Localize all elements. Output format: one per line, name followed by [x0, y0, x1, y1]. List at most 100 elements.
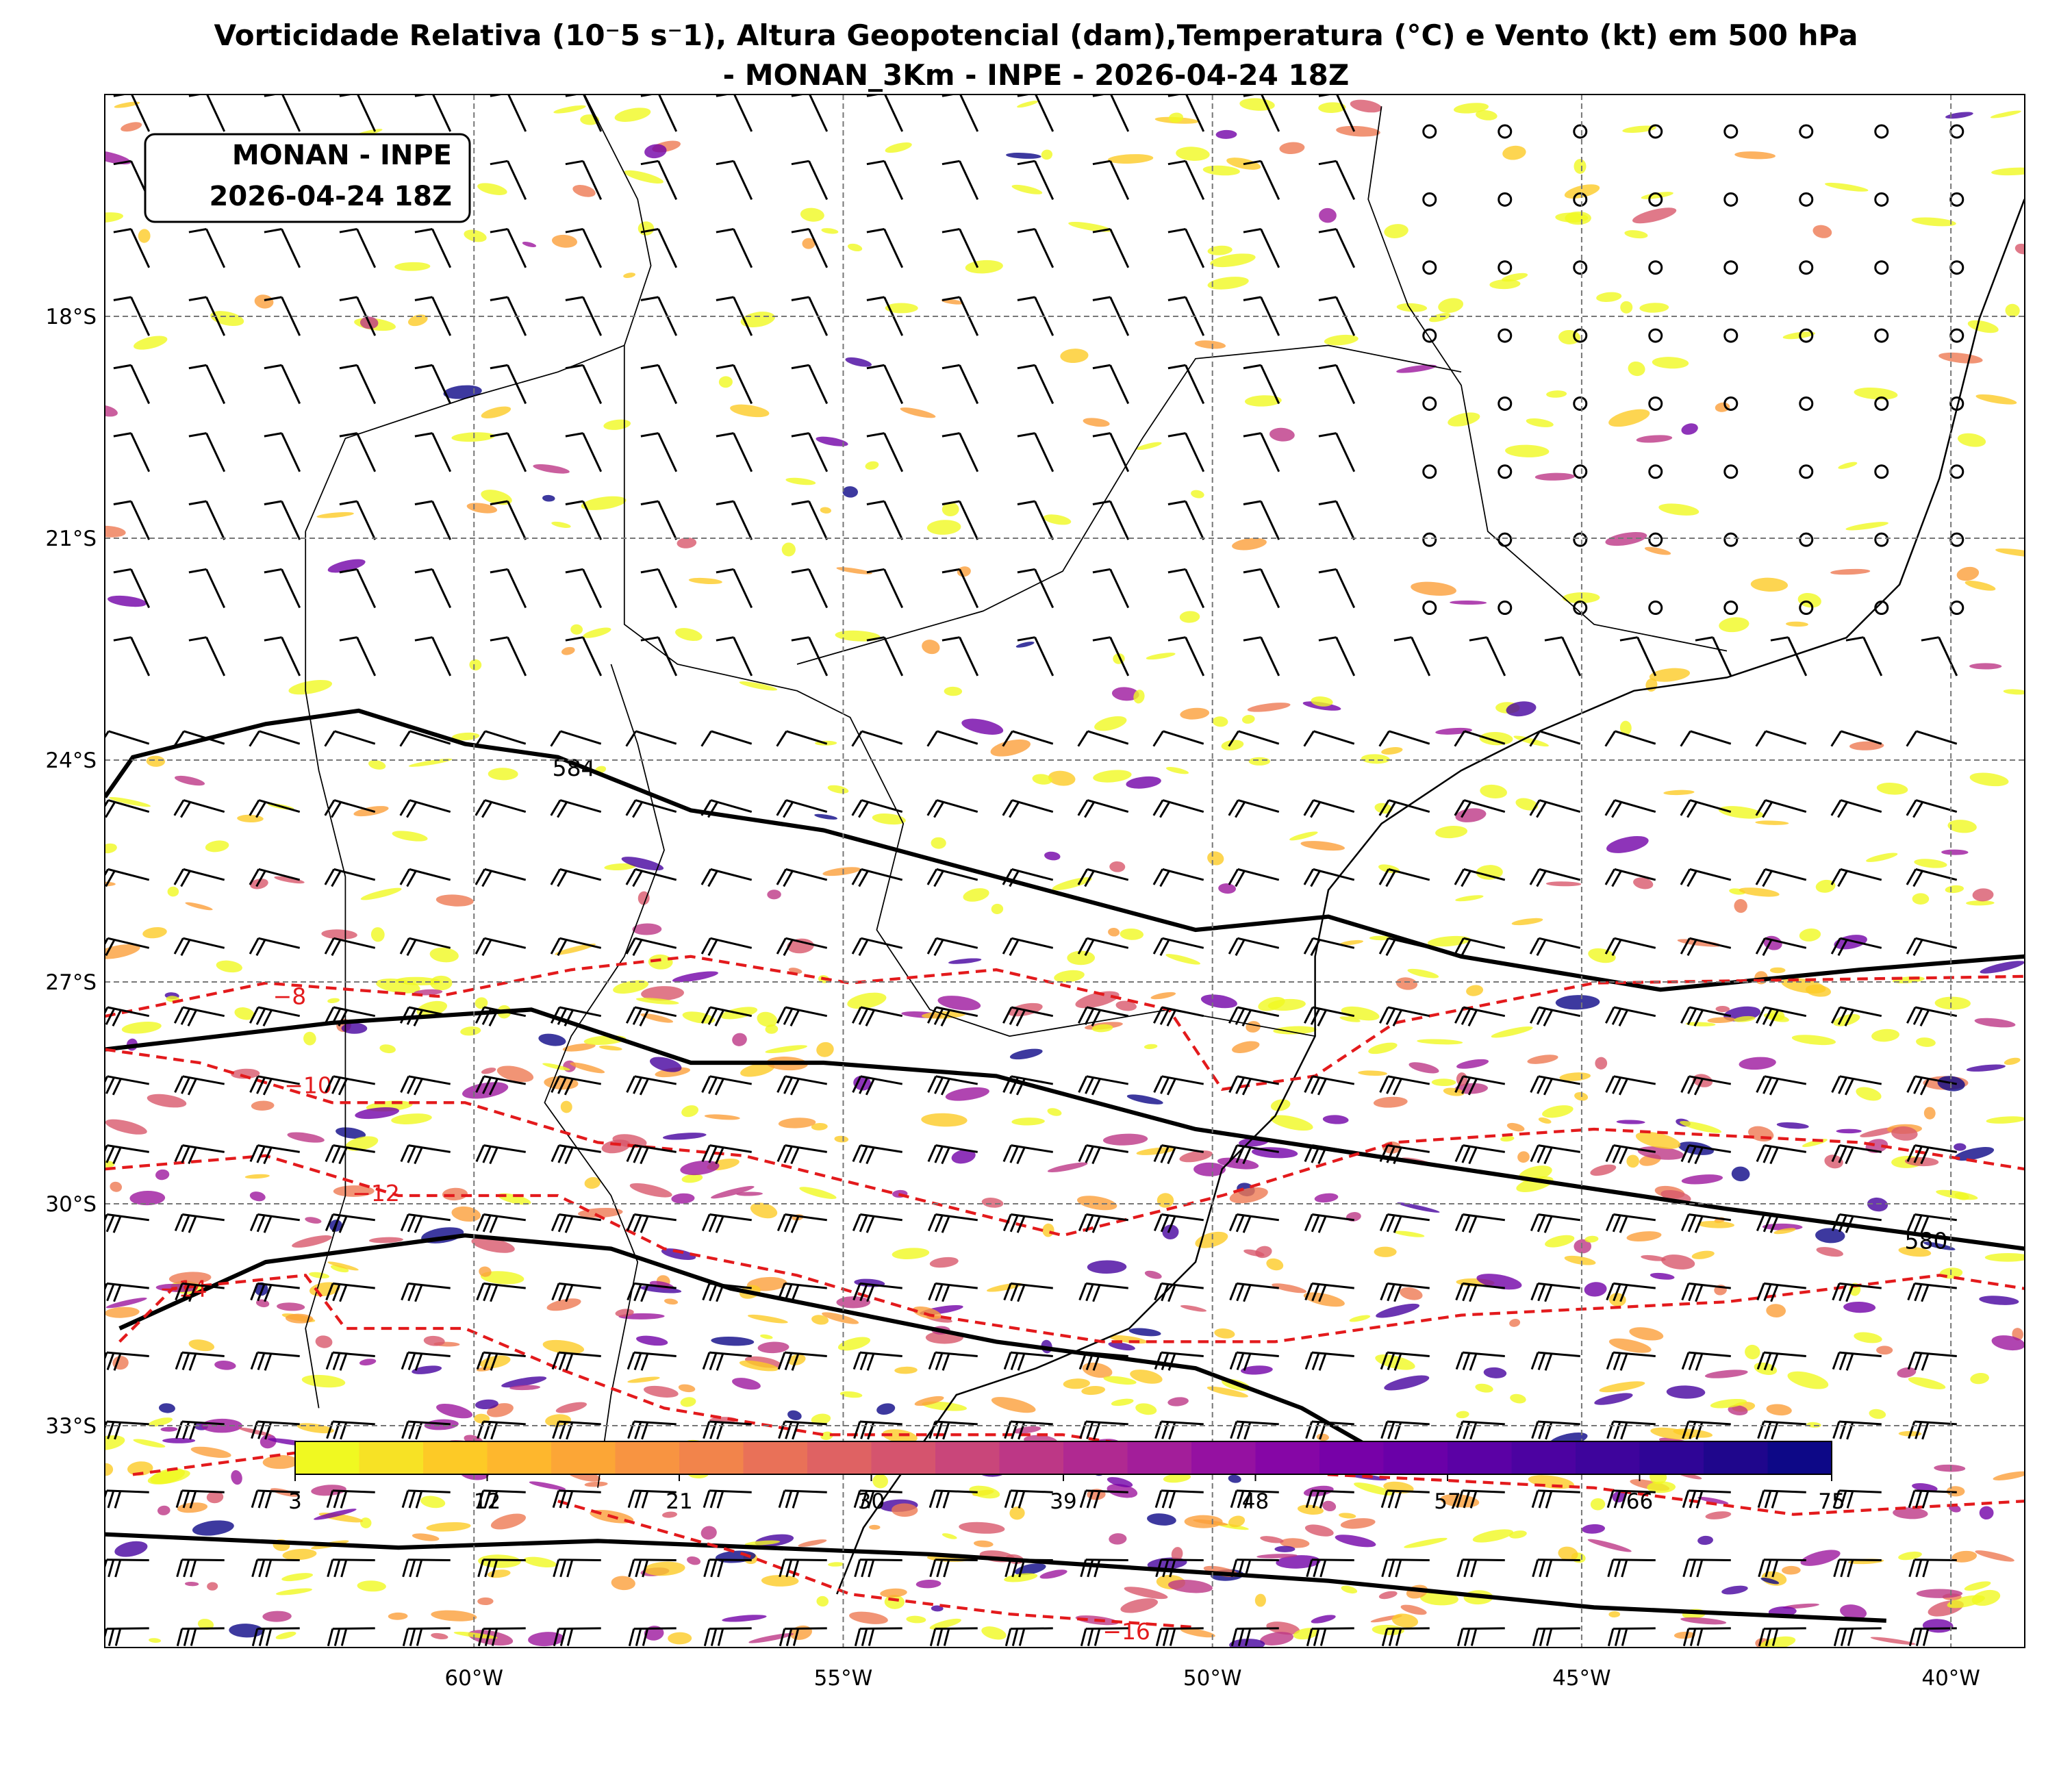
barb-feather: [791, 160, 809, 166]
barb-feather: [409, 1559, 416, 1578]
vorticity-patch: [1836, 1128, 1862, 1134]
barb-feather: [1378, 799, 1390, 816]
barb-feather: [1387, 1283, 1395, 1302]
wind-barb: [339, 364, 377, 405]
vorticity-patch: [671, 1193, 695, 1204]
wind-barb: [1695, 636, 1732, 677]
barb-staff: [1688, 1282, 1731, 1289]
barb-feather: [716, 568, 734, 574]
calm-wind: [1799, 328, 1814, 343]
barb-staff: [1162, 868, 1204, 881]
barb-feather: [640, 1353, 649, 1371]
wind-barb: [475, 1075, 526, 1096]
vorticity-patch: [1466, 985, 1484, 996]
barb-staff: [1109, 364, 1130, 405]
barb-feather: [627, 1352, 635, 1370]
barb-staff: [1034, 637, 1054, 677]
vorticity-patch: [1685, 1022, 1716, 1026]
vorticity-patch: [627, 1376, 660, 1383]
vorticity-patch: [765, 1045, 808, 1053]
barb-feather: [399, 1007, 410, 1024]
barb-staff: [182, 1213, 225, 1222]
vorticity-patch: [650, 1057, 682, 1072]
barb-feather: [113, 160, 131, 166]
barb-feather: [105, 1146, 115, 1163]
wind-barb: [942, 228, 979, 268]
barb-feather: [257, 1352, 266, 1370]
barb-staff: [582, 432, 603, 472]
barb-feather: [1906, 1076, 1917, 1093]
barb-feather: [407, 1215, 416, 1233]
barb-staff: [559, 1213, 601, 1222]
barb-staff: [558, 1627, 601, 1630]
barb-staff: [733, 432, 753, 472]
wind-barb: [1155, 1558, 1204, 1578]
vorticity-patch: [1179, 1150, 1213, 1163]
vorticity-patch: [1984, 1252, 2025, 1262]
barb-feather: [1235, 1146, 1245, 1163]
vorticity-patch: [1200, 994, 1237, 1009]
vorticity-patch: [1267, 998, 1306, 1011]
y-tick-label: 21°S: [45, 527, 97, 551]
wind-barb: [852, 1144, 902, 1165]
barb-feather: [640, 432, 659, 438]
barb-staff: [1914, 1282, 1957, 1289]
vorticity-patch: [1945, 112, 1973, 119]
barb-feather: [1084, 801, 1096, 818]
wind-barb: [776, 937, 828, 957]
wind-barb: [1228, 799, 1280, 818]
barb-feather: [173, 730, 185, 747]
barb-feather: [1461, 939, 1471, 957]
barb-staff: [431, 228, 452, 268]
wind-barb: [866, 432, 904, 472]
barb-feather: [859, 1283, 868, 1302]
vorticity-patch: [1734, 1015, 1756, 1022]
calm-wind: [1874, 532, 1889, 547]
barb-staff: [935, 1213, 978, 1222]
calm-wind: [1949, 532, 1964, 547]
barb-staff: [409, 937, 451, 949]
barb-feather: [1611, 870, 1622, 887]
barb-feather: [1167, 636, 1186, 642]
wind-barb: [779, 1558, 827, 1578]
colorbar-band: [935, 1441, 1000, 1474]
barb-feather: [1392, 1078, 1402, 1096]
barb-staff: [1839, 1489, 1882, 1493]
vorticity-patch: [1194, 340, 1226, 349]
wind-barb: [551, 1144, 601, 1165]
colorbar-tick-label: 39: [1050, 1489, 1076, 1514]
barb-feather: [1757, 1490, 1765, 1509]
calm-wind: [1422, 192, 1437, 207]
wind-barb: [339, 636, 377, 677]
barb-feather: [1237, 1422, 1245, 1439]
barb-feather: [1235, 1008, 1246, 1025]
vorticity-patch: [1594, 1393, 1633, 1405]
barb-feather: [1463, 1422, 1471, 1439]
wind-barb: [251, 1489, 300, 1509]
wind-barb: [627, 1420, 677, 1440]
vorticity-patch: [431, 1610, 477, 1621]
barb-staff: [859, 1627, 902, 1630]
wind-barb: [1229, 1351, 1279, 1371]
barb-staff: [407, 1420, 451, 1426]
vorticity-patch: [412, 1533, 440, 1541]
barb-feather: [936, 1559, 944, 1578]
barb-feather: [1688, 1352, 1697, 1370]
vorticity-patch: [1456, 1059, 1489, 1069]
vorticity-patch: [1144, 1044, 1158, 1050]
barb-feather: [1839, 1283, 1847, 1302]
wind-barb: [1017, 568, 1054, 609]
barb-staff: [1763, 1282, 1806, 1289]
vorticity-patch: [311, 1485, 346, 1496]
vorticity-patch: [368, 760, 386, 770]
vorticity-patch: [1483, 1367, 1507, 1378]
barb-feather: [1318, 228, 1337, 234]
barb-feather: [406, 939, 417, 957]
vorticity-patch: [1938, 352, 1983, 364]
barb-staff: [1914, 1420, 1957, 1426]
vorticity-patch: [114, 101, 140, 108]
barb-feather: [566, 1491, 574, 1509]
vorticity-patch: [1168, 112, 1183, 123]
barb-staff: [1087, 868, 1129, 881]
barb-feather: [860, 1422, 868, 1439]
